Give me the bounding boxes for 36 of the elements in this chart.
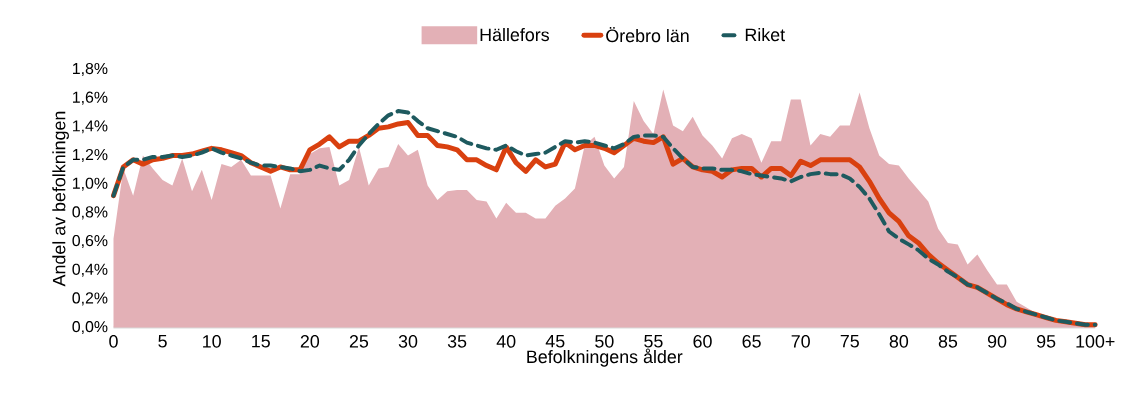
y-tick-label: 1,4% [73, 120, 108, 134]
x-tick-label: 0 [109, 335, 118, 348]
y-tick-label: 1,6% [73, 91, 108, 105]
y-tick-label: 0,0% [72, 320, 108, 335]
x-tick-label: 25 [349, 335, 369, 348]
y-tick-label: 0,2% [72, 292, 108, 306]
x-tick-label: 85 [938, 335, 958, 348]
x-tick-label: 95 [1037, 335, 1056, 348]
y-tick-label: 1,0% [73, 177, 108, 191]
y-tick-label: 0,6% [72, 234, 108, 249]
x-tick-label: 30 [398, 335, 418, 348]
legend-label: Hällefors [480, 28, 550, 42]
y-axis-title: Andel av befolkningen [52, 111, 69, 287]
x-tick-label: 45 [545, 335, 565, 348]
x-tick-label: 80 [889, 335, 909, 348]
y-tick-label: 1,2% [73, 148, 108, 163]
legend-label: Riket [745, 28, 785, 42]
x-tick-label: 15 [252, 335, 270, 348]
x-axis-title: Befolkningens ålder [527, 348, 683, 367]
x-tick-label: 5 [158, 335, 167, 348]
legend-label: Örebro län [606, 27, 689, 43]
x-tick-label: 50 [595, 335, 614, 348]
y-tick-label: 1,8% [73, 62, 108, 77]
y-tick-label: 0,8% [72, 206, 108, 220]
x-tick-label: 35 [447, 335, 467, 348]
x-tick-label: 70 [791, 335, 810, 348]
x-tick-label: 100+ [1076, 335, 1115, 348]
x-tick-label: 40 [496, 335, 516, 348]
x-tick-label: 60 [693, 335, 712, 348]
y-tick-label: 0,4% [72, 263, 108, 277]
x-tick-label: 10 [203, 335, 221, 348]
x-tick-label: 55 [644, 335, 663, 348]
x-tick-label: 75 [840, 335, 859, 348]
x-tick-label: 90 [987, 335, 1007, 348]
x-tick-label: 65 [742, 335, 761, 348]
x-tick-label: 20 [300, 335, 320, 348]
